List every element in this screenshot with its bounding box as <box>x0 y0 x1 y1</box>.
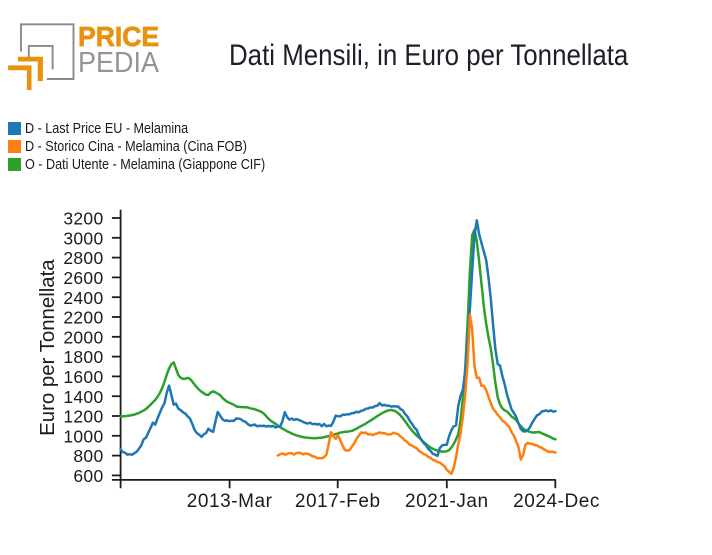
svg-text:2200: 2200 <box>63 308 103 328</box>
svg-text:2400: 2400 <box>63 288 103 308</box>
svg-text:2017-Feb: 2017-Feb <box>295 491 381 512</box>
svg-text:Euro per Tonnellata: Euro per Tonnellata <box>37 259 59 436</box>
svg-text:2021-Jan: 2021-Jan <box>405 491 489 512</box>
svg-text:1200: 1200 <box>63 407 103 427</box>
svg-text:2013-Mar: 2013-Mar <box>187 491 273 512</box>
svg-text:2600: 2600 <box>63 268 103 288</box>
svg-text:1800: 1800 <box>63 347 103 367</box>
svg-text:1600: 1600 <box>63 367 103 387</box>
svg-text:1000: 1000 <box>63 426 103 446</box>
svg-text:800: 800 <box>73 446 103 466</box>
svg-text:3200: 3200 <box>63 209 103 229</box>
svg-text:1400: 1400 <box>63 387 103 407</box>
svg-text:2024-Dec: 2024-Dec <box>513 491 600 512</box>
svg-text:2800: 2800 <box>63 248 103 268</box>
svg-text:600: 600 <box>73 466 103 486</box>
svg-text:2000: 2000 <box>63 327 103 347</box>
svg-text:3000: 3000 <box>63 228 103 248</box>
